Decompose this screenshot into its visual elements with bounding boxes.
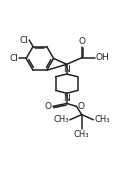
- Text: O: O: [45, 102, 52, 111]
- Text: O: O: [78, 37, 85, 46]
- Text: CH₃: CH₃: [74, 130, 89, 139]
- Text: OH: OH: [95, 53, 109, 62]
- Text: Cl: Cl: [20, 35, 29, 44]
- Text: CH₃: CH₃: [54, 115, 69, 124]
- Text: Cl: Cl: [9, 54, 18, 63]
- Text: N: N: [63, 94, 70, 103]
- Text: N: N: [63, 65, 70, 74]
- Text: O: O: [77, 102, 84, 111]
- Text: CH₃: CH₃: [94, 115, 110, 124]
